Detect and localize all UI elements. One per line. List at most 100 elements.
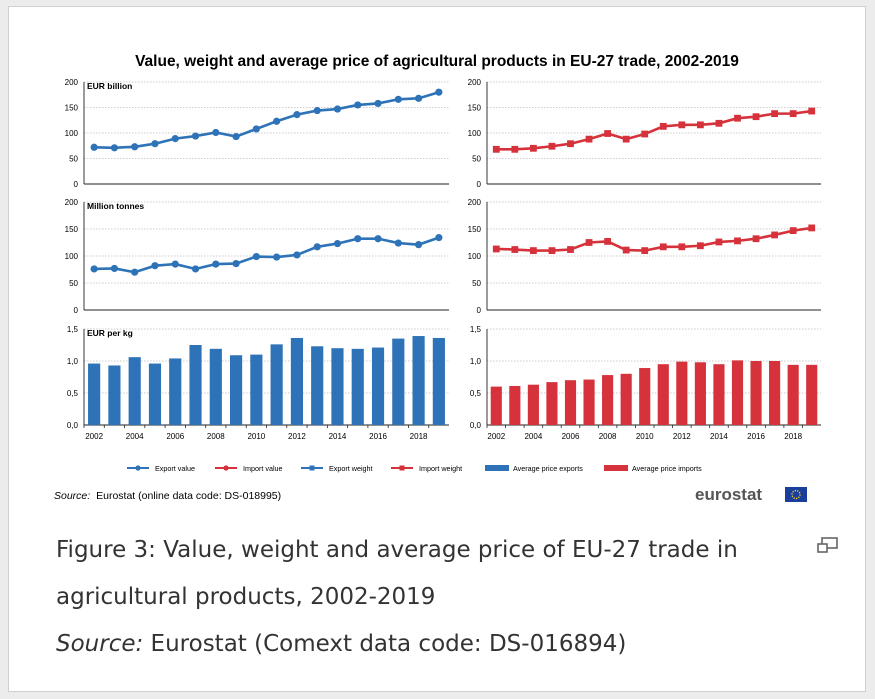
x-tick-label: 2008 xyxy=(599,432,617,441)
exports-price-bar xyxy=(148,363,162,425)
y-tick-label: 150 xyxy=(65,104,79,113)
imports-value-point xyxy=(734,114,741,122)
exports-value-point xyxy=(394,95,402,103)
legend-item: Import weight xyxy=(391,464,462,473)
panel-label: EUR billion xyxy=(87,81,132,91)
svg-text:eurostat: eurostat xyxy=(695,485,762,504)
exports-value-point xyxy=(273,117,281,125)
exports-price-bar xyxy=(331,348,344,425)
imports-weight-line xyxy=(496,226,812,252)
imports-price-bar xyxy=(546,382,558,425)
exports-weight-point xyxy=(354,235,362,243)
exports-price-bar xyxy=(209,348,222,425)
exports-price-bar xyxy=(412,336,425,425)
exports-value-point xyxy=(313,106,321,115)
exports-price-bar xyxy=(371,347,385,425)
imports-weight-point xyxy=(492,245,500,253)
imports-price-bar xyxy=(564,380,577,425)
exports-value-point xyxy=(354,101,362,109)
exports-weight-point xyxy=(212,260,220,268)
imports-price-bar xyxy=(676,361,688,425)
exports-weight-point xyxy=(414,241,423,249)
exports-value-point xyxy=(374,99,382,108)
exports-weight-point xyxy=(273,253,281,261)
exports-value-point xyxy=(333,105,342,113)
exports-weight-point xyxy=(394,239,402,247)
exports-value-point xyxy=(90,143,98,151)
chart-title: Value, weight and average price of agric… xyxy=(135,53,739,70)
imports-value-point xyxy=(604,130,612,137)
imports-price-bar xyxy=(490,386,502,425)
exports-weight-point xyxy=(151,262,159,270)
y-tick-label: 100 xyxy=(468,129,482,138)
legend-label: Import weight xyxy=(419,464,462,473)
legend-item: Average price exports xyxy=(485,464,583,473)
y-tick-label: 1,0 xyxy=(67,357,79,366)
y-tick-label: 200 xyxy=(65,198,79,207)
imports-value-point xyxy=(808,107,816,115)
imports-price-bar xyxy=(713,364,725,425)
x-tick-label: 2018 xyxy=(410,432,428,441)
imports-price-bar xyxy=(639,368,651,425)
y-tick-label: 0 xyxy=(74,180,79,189)
imports-value-point xyxy=(659,122,667,130)
exports-price-bar xyxy=(270,344,283,425)
x-tick-label: 2012 xyxy=(673,432,691,441)
x-tick-label: 2012 xyxy=(288,432,306,441)
imports-value-point xyxy=(492,145,500,153)
imports-weight-point xyxy=(529,247,537,254)
y-tick-label: 1,5 xyxy=(67,325,79,334)
exports-price-bar xyxy=(189,345,202,425)
legend-item: Average price imports xyxy=(604,464,702,473)
exports-value-point xyxy=(131,143,139,151)
chart-legend: Export value Import value Export weight Imp… xyxy=(127,464,702,473)
y-tick-label: 200 xyxy=(65,78,79,87)
caption-source-text: Eurostat (Comext data code: DS-016894) xyxy=(143,631,627,657)
imports-value-point xyxy=(641,130,649,138)
imports-value-point xyxy=(511,145,519,153)
caption-source: Source: Eurostat (Comext data code: DS-0… xyxy=(56,621,776,668)
x-tick-label: 2016 xyxy=(369,432,387,441)
exports-weight-point xyxy=(90,265,98,273)
y-tick-label: 100 xyxy=(65,129,79,138)
imports-weight-point xyxy=(659,243,667,251)
imports-value-point xyxy=(678,121,686,129)
exports-weight-point xyxy=(374,235,382,243)
legend-label: Export weight xyxy=(329,464,373,473)
exports-value-point xyxy=(252,125,260,133)
y-tick-label: 200 xyxy=(468,198,482,207)
x-tick-label: 2010 xyxy=(636,432,654,441)
exports-weight-line xyxy=(94,236,440,274)
panel-label: EUR per kg xyxy=(87,328,133,338)
x-tick-label: 2014 xyxy=(329,432,347,441)
imports-price-bar xyxy=(750,361,762,425)
exports-weight-point xyxy=(131,268,139,276)
imports-price-bar xyxy=(583,379,595,425)
legend-label: Average price imports xyxy=(632,464,702,473)
y-tick-label: 50 xyxy=(472,155,481,164)
y-tick-label: 0,5 xyxy=(67,389,79,398)
imports-value-point xyxy=(622,135,630,143)
y-tick-label: 200 xyxy=(468,78,482,87)
imports-price-bar xyxy=(657,364,669,425)
figure-caption: Figure 3: Value, weight and average pric… xyxy=(56,527,776,668)
y-tick-label: 50 xyxy=(69,279,78,288)
expand-icon[interactable] xyxy=(815,535,841,557)
imports-weight-point xyxy=(789,227,797,235)
imports-weight-point xyxy=(715,238,723,246)
imports-weight-point xyxy=(678,243,686,251)
imports-weight-point xyxy=(771,231,779,239)
y-tick-label: 0 xyxy=(477,306,482,315)
imports-price-bar xyxy=(806,364,818,425)
x-tick-label: 2004 xyxy=(126,432,144,441)
y-tick-label: 1,5 xyxy=(470,325,482,334)
exports-price-bar xyxy=(108,365,121,425)
legend-item: Export weight xyxy=(301,464,373,473)
imports-weight-point xyxy=(567,246,574,253)
imports-price-bar xyxy=(769,361,781,425)
exports-value-point xyxy=(232,132,240,141)
x-tick-label: 2008 xyxy=(207,432,225,441)
legend-item: Import value xyxy=(215,464,283,473)
imports-price-bar xyxy=(509,385,521,425)
imports-weight-point xyxy=(622,246,630,254)
